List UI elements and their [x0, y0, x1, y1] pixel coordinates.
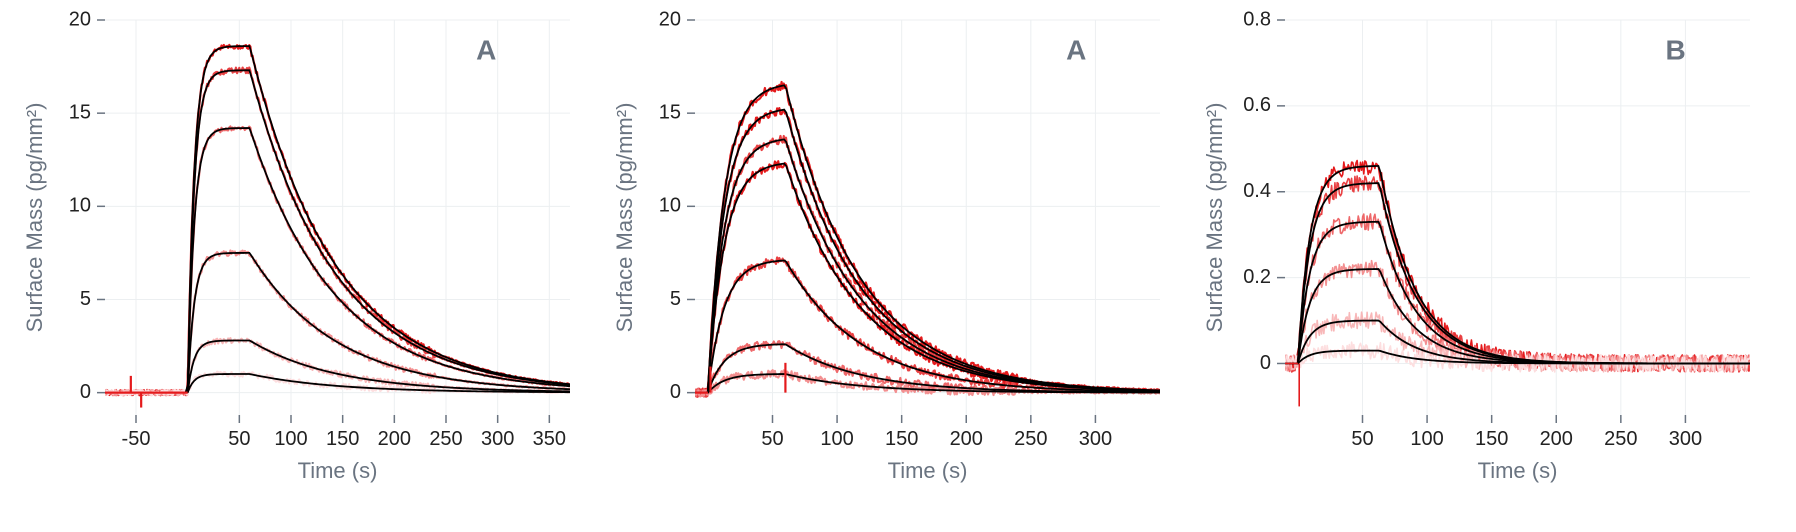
x-tick-label: 250 — [1604, 428, 1637, 450]
y-tick-label: 15 — [659, 101, 681, 123]
x-tick-label: 100 — [274, 428, 307, 450]
panel-label: A — [476, 35, 496, 66]
x-tick-label: 300 — [481, 428, 514, 450]
chart-panel-panel-A-left: 0 5 10 15 20 -50 50 100 150 200 250 300 350 Time (s) S… — [20, 10, 580, 490]
x-tick-label: 300 — [1669, 428, 1702, 450]
x-tick-label: 350 — [533, 428, 566, 450]
x-tick-label: 150 — [326, 428, 359, 450]
x-tick-label: 200 — [1540, 428, 1573, 450]
chart-svg: 0 5 10 15 20 50 100 150 200 250 300 Time (s) Surface… — [610, 10, 1170, 490]
x-tick-label: 250 — [429, 428, 462, 450]
chart-panel-panel-B: 0 0.2 0.4 0.6 0.8 50 100 150 200 250 300 Time (s) Su… — [1200, 10, 1760, 490]
chart-svg: 0 0.2 0.4 0.6 0.8 50 100 150 200 250 300 Time (s) Su… — [1200, 10, 1760, 490]
y-tick-label: 0.6 — [1243, 94, 1271, 116]
y-tick-label: 10 — [69, 195, 91, 217]
y-tick-label: 0 — [670, 381, 681, 403]
sensorgram-figure-row: 05101520-5050100150200250300350Time (s)S… — [0, 0, 1796, 500]
y-tick-label: 0.8 — [1243, 10, 1271, 30]
y-axis-label: Surface Mass (pg/mm²) — [1202, 103, 1227, 333]
y-tick-label: 15 — [69, 101, 91, 123]
x-axis-label: Time (s) — [298, 458, 378, 483]
y-tick-label: 20 — [659, 10, 681, 30]
chart-panel-panel-A-mid: 0 5 10 15 20 50 100 150 200 250 300 Time (s) Surface… — [610, 10, 1170, 490]
y-tick-label: 0.2 — [1243, 266, 1271, 288]
x-tick-label: 150 — [1475, 428, 1508, 450]
panel-label: A — [1066, 35, 1086, 66]
x-tick-label: 100 — [1410, 428, 1443, 450]
x-axis-label: Time (s) — [1478, 458, 1558, 483]
x-tick-label: 50 — [761, 428, 783, 450]
x-tick-label: 50 — [228, 428, 250, 450]
y-tick-label: 20 — [69, 10, 91, 30]
y-tick-label: 5 — [670, 288, 681, 310]
y-axis-label: Surface Mass (pg/mm²) — [22, 103, 47, 333]
y-tick-label: 5 — [80, 288, 91, 310]
panel-label: B — [1665, 35, 1685, 66]
x-tick-label: -50 — [122, 428, 151, 450]
y-tick-label: 10 — [659, 195, 681, 217]
x-tick-label: 200 — [950, 428, 983, 450]
y-axis-label: Surface Mass (pg/mm²) — [612, 103, 637, 333]
y-tick-label: 0 — [80, 381, 91, 403]
x-tick-label: 100 — [820, 428, 853, 450]
x-tick-label: 250 — [1014, 428, 1047, 450]
x-tick-label: 300 — [1079, 428, 1112, 450]
y-tick-label: 0 — [1260, 352, 1271, 374]
y-tick-label: 0.4 — [1243, 180, 1271, 202]
chart-svg: 0 5 10 15 20 -50 50 100 150 200 250 300 350 Time (s) S… — [20, 10, 580, 490]
x-tick-label: 150 — [885, 428, 918, 450]
x-tick-label: 50 — [1351, 428, 1373, 450]
x-tick-label: 200 — [378, 428, 411, 450]
x-axis-label: Time (s) — [888, 458, 968, 483]
